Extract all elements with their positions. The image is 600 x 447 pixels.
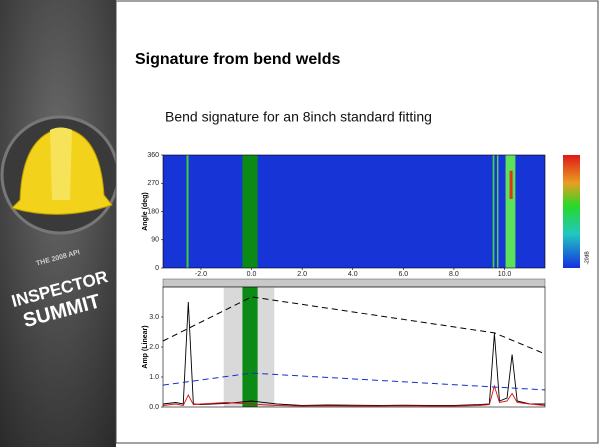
x-tick-label: 6.0 — [398, 271, 408, 278]
x-tick-label: 4.0 — [348, 271, 358, 278]
x-tick-label: 0.0 — [247, 271, 257, 278]
heatmap-stripe — [510, 171, 513, 199]
colorbar — [563, 155, 580, 268]
y-tick-label: 270 — [147, 180, 159, 187]
heatmap-stripe — [242, 155, 257, 268]
helmet-ridge — [50, 128, 72, 201]
heatmap-stripe — [497, 155, 499, 268]
y-tick-label: 0.0 — [149, 404, 159, 411]
y-tick-label: 180 — [147, 208, 159, 215]
heatmap-stripe — [493, 155, 495, 268]
slide-title: Signature from bend welds — [135, 51, 340, 68]
slide: THE 2008 API INSPECTOR SUMMIT Signature … — [0, 0, 600, 447]
heatmap-stripe — [187, 155, 189, 268]
y-tick-label: 0 — [155, 265, 159, 272]
heatmap-background — [163, 155, 545, 268]
y-tick-label: 90 — [151, 237, 159, 244]
y-tick-label: 360 — [147, 152, 159, 159]
y-axis-label: Angle (deg) — [142, 192, 149, 231]
highlight-band — [242, 287, 257, 407]
scroll-bar — [163, 279, 545, 287]
y-tick-label: 3.0 — [149, 314, 159, 321]
x-tick-label: 8.0 — [449, 271, 459, 278]
slide-subtitle: Bend signature for an 8inch standard fit… — [165, 109, 432, 125]
colorbar-label: -20dB — [584, 251, 590, 265]
x-tick-label: -2.0 — [195, 271, 207, 278]
x-tick-label: 10.0 — [498, 271, 512, 278]
y-tick-label: 2.0 — [149, 344, 159, 351]
y-axis-label: Amp (Linear) — [142, 325, 149, 368]
y-tick-label: 1.0 — [149, 374, 159, 381]
x-tick-label: 2.0 — [297, 271, 307, 278]
